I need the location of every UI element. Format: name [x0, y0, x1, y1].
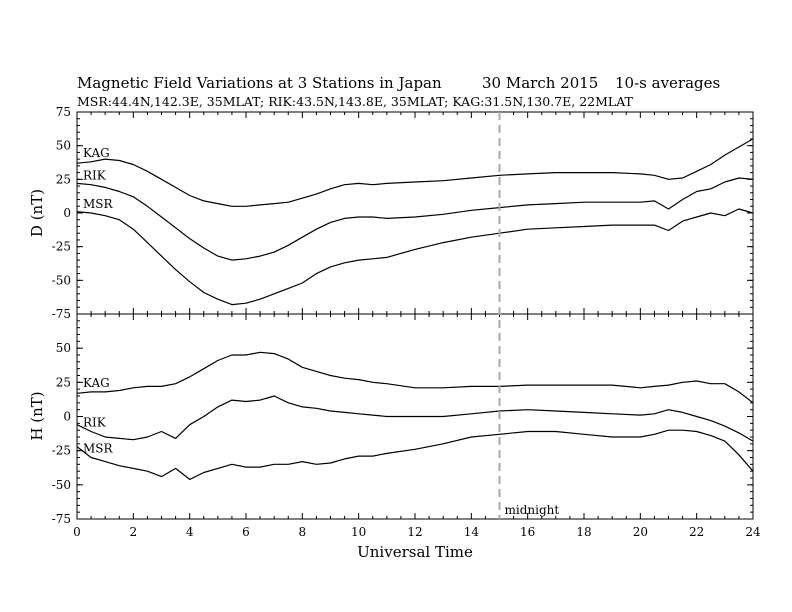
y-tick-label: -25	[52, 240, 71, 254]
y-tick-label: 0	[63, 206, 71, 220]
series-msr-line	[76, 429, 754, 480]
x-tick-label: 0	[73, 525, 81, 539]
series-rik-line	[76, 177, 754, 261]
x-tick-label: 2	[130, 525, 138, 539]
x-tick-label: 12	[407, 525, 422, 539]
x-axis-label: Universal Time	[357, 543, 473, 561]
plot-frame	[76, 111, 754, 315]
x-tick-label: 18	[576, 525, 591, 539]
y-tick-label: 0	[63, 410, 71, 424]
y-tick-label: 50	[56, 139, 71, 153]
series-msr-label: MSR	[83, 442, 114, 456]
series-kag-line	[76, 138, 754, 207]
y-tick-label: -50	[52, 478, 71, 492]
midnight-marker: midnight	[498, 112, 560, 519]
x-tick-label: 20	[633, 525, 648, 539]
series-msr-label: MSR	[83, 197, 114, 211]
series-kag-line	[76, 351, 754, 404]
midnight-label: midnight	[505, 503, 560, 517]
y-tick-label: 50	[56, 341, 71, 355]
series-rik-label: RIK	[83, 169, 107, 183]
y-tick-label: -50	[52, 273, 71, 287]
series-kag-label: KAG	[83, 376, 110, 390]
x-tick-label: 10	[351, 525, 366, 539]
y-tick-label: 25	[56, 172, 71, 186]
y-tick-label: -75	[52, 512, 71, 526]
y-tick-label: -75	[52, 307, 71, 321]
chart-title: Magnetic Field Variations at 3 Stations …	[77, 74, 442, 92]
station-coordinates: MSR:44.4N,142.3E, 35MLAT; RIK:43.5N,143.…	[77, 94, 634, 109]
y-axis-label: H (nT)	[28, 391, 46, 440]
series-rik-line	[76, 395, 754, 442]
y-tick-label: 75	[56, 105, 71, 119]
x-tick-label: 4	[186, 525, 194, 539]
x-tick-label: 22	[689, 525, 704, 539]
series-rik-label: RIK	[83, 416, 107, 430]
d-component-panel: -75 -50 -25 0 25 50 75 D (nT) KAG RIK MSR	[28, 105, 754, 321]
x-tick-label: 6	[242, 525, 250, 539]
chart-averaging: 10-s averages	[615, 74, 720, 92]
x-tick-label: 16	[520, 525, 535, 539]
y-axis-label: D (nT)	[28, 189, 46, 237]
y-tick-label: -25	[52, 444, 71, 458]
series-msr-line	[76, 208, 754, 306]
chart-date: 30 March 2015	[482, 74, 598, 92]
y-tick-label: 25	[56, 375, 71, 389]
x-tick-label: 24	[745, 525, 761, 539]
series-kag-label: KAG	[83, 146, 110, 160]
x-tick-label: 8	[299, 525, 307, 539]
x-tick-label: 14	[464, 525, 480, 539]
